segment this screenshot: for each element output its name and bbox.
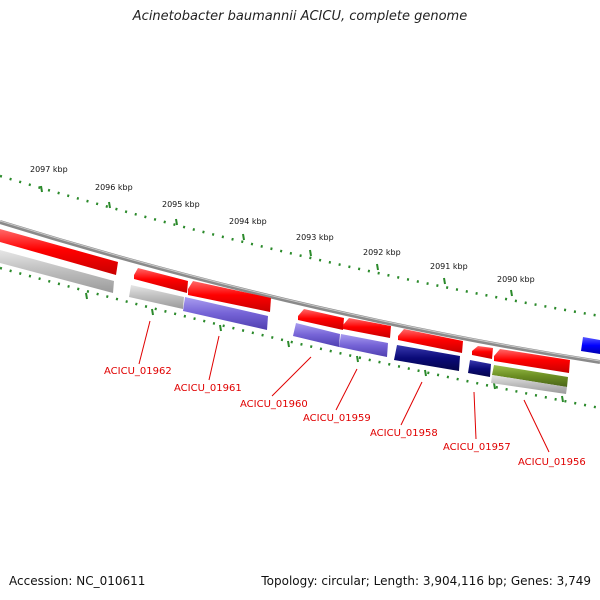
gene-label[interactable]: ACICU_01961 — [174, 383, 242, 394]
gene-arrow[interactable] — [472, 346, 493, 359]
purple-feature[interactable] — [339, 334, 388, 357]
gene-label[interactable]: ACICU_01960 — [240, 399, 308, 410]
grey-feature[interactable] — [129, 285, 184, 309]
inner-scale-ruler — [0, 266, 600, 410]
grey-feature[interactable] — [0, 250, 114, 293]
gene-arrow[interactable] — [343, 318, 391, 338]
blue-feature[interactable] — [581, 337, 600, 354]
scale-label: 2097 kbp — [30, 165, 68, 174]
grey-feature[interactable] — [491, 375, 567, 394]
gene-labels: ACICU_01962 ACICU_01961 ACICU_01960 ACIC… — [104, 366, 586, 468]
outer-major-ticks — [40, 185, 513, 297]
map-title: Acinetobacter baumannii ACICU, complete … — [132, 9, 468, 24]
inner-major-ticks — [85, 292, 564, 403]
gene-arrow[interactable] — [494, 349, 570, 373]
gene-arrow[interactable] — [298, 309, 344, 330]
scale-label: 2093 kbp — [296, 233, 334, 242]
olive-feature[interactable] — [492, 365, 568, 387]
genome-backbone — [0, 220, 600, 364]
purple-feature[interactable] — [293, 323, 340, 347]
gene-arrow[interactable] — [398, 329, 463, 353]
accession-text: Accession: NC_010611 — [9, 574, 146, 588]
navy-feature[interactable] — [468, 360, 491, 377]
scale-label: 2090 kbp — [497, 275, 535, 284]
outer-scale-ruler — [0, 174, 600, 318]
forward-genes — [0, 229, 570, 373]
scale-label: 2092 kbp — [363, 248, 401, 257]
scale-label: 2091 kbp — [430, 262, 468, 271]
gene-label[interactable]: ACICU_01962 — [104, 366, 172, 377]
gene-label[interactable]: ACICU_01958 — [370, 428, 438, 439]
purple-feature[interactable] — [183, 297, 268, 330]
scale-label: 2094 kbp — [229, 217, 267, 226]
navy-feature[interactable] — [394, 345, 460, 371]
genome-summary-text: Topology: circular; Length: 3,904,116 bp… — [261, 574, 591, 588]
feature-blocks — [0, 250, 600, 394]
gene-arrow[interactable] — [188, 281, 271, 312]
scale-labels: 2097 kbp 2096 kbp 2095 kbp 2094 kbp 2093… — [30, 165, 535, 284]
scale-label: 2095 kbp — [162, 200, 200, 209]
gene-arrow[interactable] — [134, 268, 188, 293]
gene-label[interactable]: ACICU_01957 — [443, 442, 511, 453]
gene-label[interactable]: ACICU_01956 — [518, 457, 586, 468]
scale-label: 2096 kbp — [95, 183, 133, 192]
gene-arrow[interactable] — [0, 229, 118, 275]
label-leaders — [138, 320, 550, 453]
gene-label[interactable]: ACICU_01959 — [303, 413, 371, 424]
